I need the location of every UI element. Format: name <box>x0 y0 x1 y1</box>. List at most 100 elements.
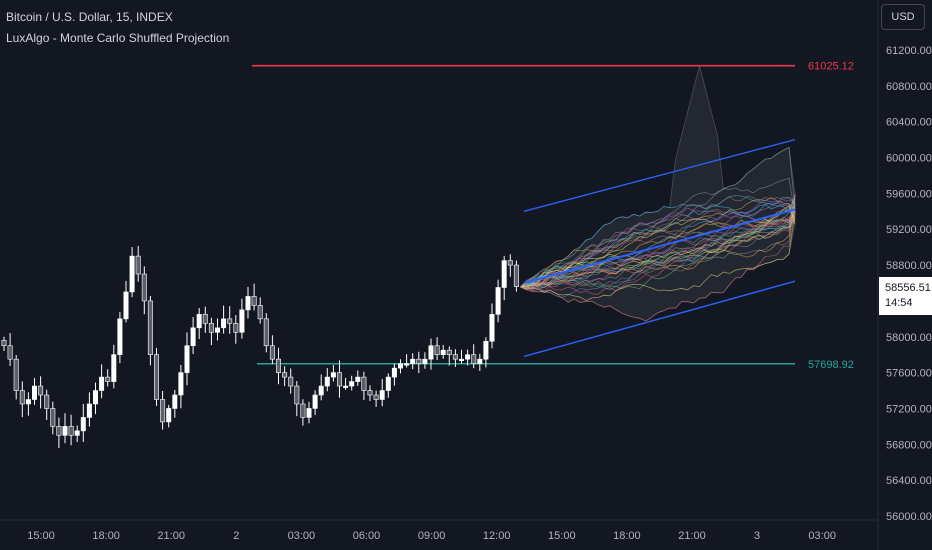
simulated-path <box>520 196 796 288</box>
simulated-path <box>520 206 796 291</box>
candle <box>160 391 166 430</box>
candle <box>343 377 349 390</box>
candle-body <box>239 309 245 333</box>
simulated-paths <box>520 146 796 322</box>
candle-body <box>324 376 330 387</box>
candle <box>233 315 239 344</box>
candle-body <box>312 394 318 409</box>
simulated-path <box>520 195 796 288</box>
candle-body <box>452 354 458 360</box>
time-tick-label: 15:00 <box>27 530 55 542</box>
candle <box>263 313 269 353</box>
projection-channel <box>523 138 796 358</box>
currency-button[interactable]: USD <box>881 4 925 30</box>
candle-body <box>471 354 477 364</box>
candle-body <box>221 318 227 329</box>
time-tick-label: 3 <box>754 530 760 542</box>
candle-body <box>50 408 56 427</box>
candle-body <box>282 372 288 378</box>
candle <box>86 392 92 427</box>
candle-body <box>507 260 513 266</box>
candle <box>361 371 367 401</box>
candle-body <box>294 385 300 405</box>
resistance-label: 61025.12 <box>808 61 854 73</box>
candle <box>336 360 342 398</box>
candle-body <box>404 363 410 366</box>
candle <box>465 349 471 366</box>
candle-body <box>160 399 166 423</box>
candle <box>489 303 495 349</box>
candle-body <box>422 358 428 364</box>
simulated-path <box>520 201 796 289</box>
candle-body <box>355 376 361 382</box>
candle-body <box>166 408 172 423</box>
candle-body <box>208 323 214 333</box>
candle <box>215 318 221 341</box>
candle <box>93 382 99 415</box>
price-axis[interactable]: 61200.00 60800.00 60400.00 60000.00 59600.00… <box>886 45 932 523</box>
candle-body <box>141 273 147 302</box>
candle <box>141 266 147 315</box>
candle-body <box>245 296 251 311</box>
price-tick-label: 59200.00 <box>886 224 932 236</box>
candle <box>495 279 501 323</box>
candle <box>38 376 44 409</box>
candle <box>282 366 288 387</box>
time-tick-label: 12:00 <box>483 530 511 542</box>
candle-body <box>31 385 37 400</box>
candle <box>404 354 410 368</box>
candle <box>477 353 483 371</box>
candle <box>330 365 336 382</box>
candle-body <box>38 385 44 396</box>
simulated-path <box>520 211 796 302</box>
candle <box>483 337 489 368</box>
candle <box>13 355 19 400</box>
candle-body <box>227 318 233 324</box>
candle-body <box>7 345 13 360</box>
candle-body <box>184 345 190 373</box>
candle-body <box>44 394 50 409</box>
candle-body <box>62 426 68 436</box>
candle-body <box>373 394 379 400</box>
candle <box>111 344 117 389</box>
candle <box>373 390 379 407</box>
candle <box>117 312 123 364</box>
candle-body <box>190 327 196 347</box>
candle-body <box>440 349 446 355</box>
time-tick-label: 09:00 <box>418 530 446 542</box>
candle <box>446 346 452 366</box>
candle <box>245 286 251 319</box>
candle <box>135 246 141 282</box>
candle <box>379 378 385 407</box>
candle <box>196 307 202 339</box>
channel-lower-line <box>523 280 796 358</box>
candle-body <box>465 354 471 360</box>
candle-body <box>147 300 153 355</box>
candle-body <box>458 358 464 361</box>
candle <box>68 414 74 446</box>
price-levels: 61025.12 57698.92 <box>252 61 854 371</box>
symbol-title[interactable]: Bitcoin / U.S. Dollar, 15, INDEX <box>6 10 173 24</box>
simulated-path <box>520 199 796 299</box>
candle <box>422 352 428 369</box>
candle-body <box>428 345 434 360</box>
candle-body <box>263 318 269 347</box>
time-axis[interactable]: 15:00 18:00 21:00 2 03:00 06:00 09:00 12:00 15:0… <box>27 530 836 542</box>
candle <box>275 347 281 385</box>
candle-body <box>349 381 355 387</box>
channel-upper-line <box>523 138 796 212</box>
candle-body <box>379 390 385 400</box>
candle-body <box>99 376 105 391</box>
simulated-path <box>520 219 796 288</box>
candle <box>513 260 519 292</box>
candle <box>74 425 80 443</box>
candle <box>172 389 178 418</box>
candle <box>397 359 403 374</box>
indicator-name[interactable]: LuxAlgo - Monte Carlo Shuffled Projectio… <box>6 31 230 45</box>
candle-body <box>111 354 117 382</box>
candle-body <box>172 394 178 409</box>
candle <box>239 298 245 339</box>
candle <box>184 332 190 386</box>
candle-body <box>86 403 92 418</box>
